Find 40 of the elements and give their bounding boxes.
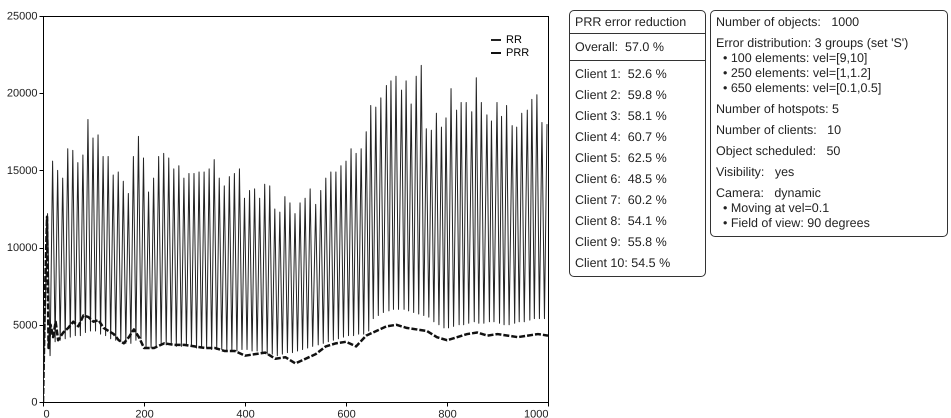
text: Client 1: 52.6 % xyxy=(574,67,668,82)
text: Client 8: 54.1 % xyxy=(574,214,668,229)
text: • Field of view: 90 degrees xyxy=(722,216,871,232)
x-tick-label: 400 xyxy=(236,408,255,418)
y-tick-label: 25000 xyxy=(6,10,38,22)
x-tick-label: 800 xyxy=(438,408,457,418)
text: • 100 elements: vel=[9,10] xyxy=(722,51,868,66)
x-tick-label: 600 xyxy=(337,408,356,418)
line-series xyxy=(43,64,548,398)
text: Client 7: 60.2 % xyxy=(574,193,668,208)
y-tick-label: 15000 xyxy=(6,164,38,177)
text: Client 2: 59.8 % xyxy=(574,88,668,103)
legend-label: PRR xyxy=(506,47,530,59)
y-tick-label: 20000 xyxy=(6,88,38,100)
text: Client 3: 58.1 % xyxy=(574,109,668,124)
text: Camera: dynamic xyxy=(715,186,822,201)
text: Overall: 57.0 % xyxy=(570,34,705,61)
text: Client 6: 48.5 % xyxy=(574,172,668,187)
text: Client 5: 62.5 % xyxy=(574,151,668,166)
text: Client 9: 55.8 % xyxy=(574,235,668,250)
text: • 650 elements: vel=[0.1,0.5] xyxy=(722,81,882,96)
text: Number of hotspots: 5 xyxy=(715,102,840,117)
text: Number of objects: 1000 xyxy=(715,14,860,30)
y-tick-label: 10000 xyxy=(6,242,38,254)
text: PRR error reduction xyxy=(570,11,705,34)
x-tick-label: 200 xyxy=(135,408,154,418)
text: Number of clients: 10 xyxy=(715,123,842,138)
x-tick-label: 0 xyxy=(44,408,50,418)
y-tick-label: 0 xyxy=(31,396,38,408)
text: Client 10: 54.5 % xyxy=(574,256,672,272)
text: • 250 elements: vel=[1,1.2] xyxy=(722,66,872,81)
y-tick-label: 5000 xyxy=(13,319,38,332)
text: Error distribution: 3 groups (set 'S') xyxy=(715,36,910,51)
text: Visibility: yes xyxy=(715,165,796,180)
text: • Moving at vel=0.1 xyxy=(722,201,830,216)
line-series xyxy=(43,215,548,402)
x-tick-label: 1000 xyxy=(524,408,548,418)
legend-label: RR xyxy=(506,34,522,46)
text: Client 4: 60.7 % xyxy=(574,130,668,145)
text: Object scheduled: 50 xyxy=(715,144,842,159)
